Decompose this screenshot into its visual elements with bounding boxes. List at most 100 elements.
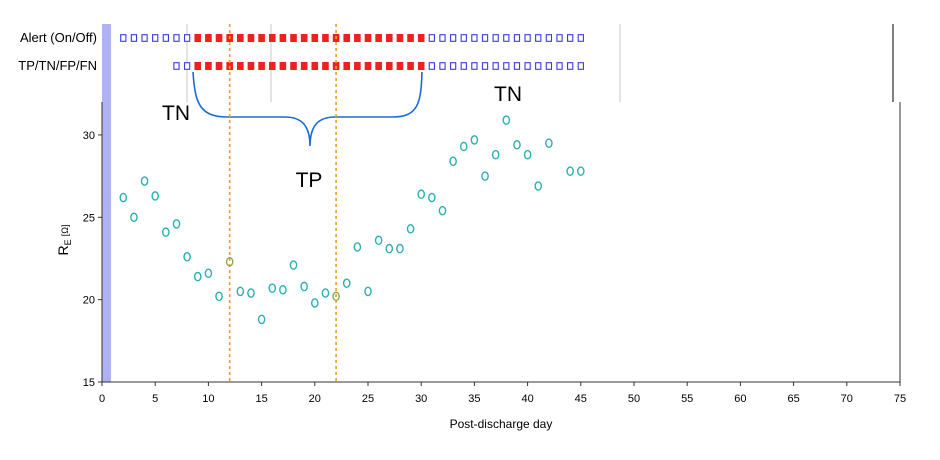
alert-off-marker: [545, 62, 553, 70]
y-tick-label: 15: [83, 377, 95, 389]
data-point: [513, 140, 521, 150]
classification-row-markers: [173, 62, 584, 70]
data-point: [151, 191, 159, 201]
data-point: [236, 286, 245, 297]
alert-off-marker: [471, 34, 478, 42]
alert-on-marker: [215, 34, 223, 42]
y-axis-label-main: R: [55, 245, 71, 255]
alert-on-marker: [343, 34, 351, 42]
data-point: [172, 219, 181, 229]
alert-on-marker: [194, 34, 202, 42]
alert-off-marker: [439, 62, 446, 70]
x-tick-label: 65: [787, 393, 799, 405]
alert-off-marker: [183, 62, 191, 70]
alert-off-marker: [492, 34, 499, 42]
data-point: [566, 166, 574, 176]
alert-on-marker: [258, 34, 265, 42]
alert-off-marker: [439, 34, 446, 42]
data-point: [353, 242, 362, 252]
x-tick-label: 55: [681, 393, 693, 405]
alert-on-marker: [375, 34, 382, 42]
tp-brace: [192, 71, 423, 147]
alert-off-marker: [183, 34, 191, 42]
data-point: [449, 156, 457, 167]
alert-on-marker: [279, 62, 287, 70]
data-point: [162, 227, 170, 237]
alert-off-marker: [503, 34, 510, 42]
data-point: [374, 235, 383, 246]
data-point: [247, 288, 255, 298]
data-point: [130, 212, 138, 223]
alert-off-marker: [545, 34, 553, 42]
alert-on-marker: [205, 62, 212, 70]
alert-row-label: Alert (On/Off): [20, 30, 97, 45]
alert-on-marker: [237, 62, 244, 70]
tn-left-label: TN: [162, 102, 190, 125]
alert-off-marker: [513, 62, 521, 70]
alert-off-marker: [428, 34, 435, 42]
alert-off-marker: [120, 34, 127, 42]
x-tick-label: 40: [521, 393, 533, 405]
data-point: [204, 268, 213, 279]
y-tick-label: 30: [83, 130, 95, 142]
data-point: [438, 205, 447, 216]
alert-off-marker: [577, 62, 584, 70]
data-point: [491, 149, 500, 160]
y-axis-ticks: 15 20 25 30: [83, 130, 102, 389]
alert-on-marker: [194, 62, 202, 70]
x-tick-label: 0: [99, 393, 105, 405]
alert-off-marker: [471, 62, 478, 70]
alert-off-marker: [162, 34, 169, 42]
alert-on-marker: [396, 62, 404, 70]
alert-on-marker: [343, 62, 351, 70]
data-point: [534, 181, 543, 191]
data-point: [257, 314, 266, 325]
y-axis-label-unit: [Ω]: [60, 225, 70, 237]
alert-off-marker: [535, 62, 542, 70]
alert-off-marker: [460, 34, 467, 42]
y-tick-label: 20: [83, 295, 95, 307]
x-tick-label: 25: [362, 393, 374, 405]
data-point: [502, 115, 511, 125]
data-point: [385, 243, 394, 254]
data-point: [183, 252, 191, 262]
data-point: [215, 291, 223, 302]
y-axis-label: RE [Ω]: [55, 225, 73, 256]
data-point: [396, 243, 404, 254]
data-point: [140, 176, 149, 186]
data-point: [577, 166, 585, 176]
alert-on-marker: [385, 62, 393, 70]
data-point: [545, 138, 553, 148]
data-point: [459, 141, 468, 152]
alert-off-marker: [141, 34, 148, 42]
alert-strip: Alert (On/Off) TP/TN/FP/FN: [18, 24, 894, 382]
data-point: [300, 281, 308, 292]
alert-on-marker: [407, 62, 414, 70]
data-point: [481, 171, 489, 181]
alert-on-marker: [268, 62, 276, 70]
x-tick-label: 35: [468, 393, 480, 405]
alert-off-marker: [556, 34, 563, 42]
data-point: [193, 271, 202, 282]
alert-off-marker: [130, 34, 138, 42]
alert-off-marker: [503, 62, 510, 70]
alert-on-marker: [290, 34, 297, 42]
alert-on-marker: [247, 62, 255, 70]
y-axis-label-subscript: E: [63, 239, 73, 245]
alert-off-marker: [535, 34, 542, 42]
x-tick-label: 45: [575, 393, 587, 405]
x-axis-label: Post-discharge day: [450, 417, 553, 431]
data-point: [523, 149, 532, 160]
x-tick-label: 20: [309, 393, 321, 405]
data-point: [279, 284, 287, 295]
data-point: [289, 260, 298, 270]
alert-off-marker: [481, 34, 489, 42]
alert-on-marker: [407, 34, 414, 42]
alert-on-marker: [354, 34, 361, 42]
alert-on-marker: [300, 34, 308, 42]
alert-off-marker: [428, 62, 435, 70]
alert-on-marker: [354, 62, 361, 70]
data-point: [417, 189, 426, 200]
x-tick-label: 50: [628, 393, 640, 405]
